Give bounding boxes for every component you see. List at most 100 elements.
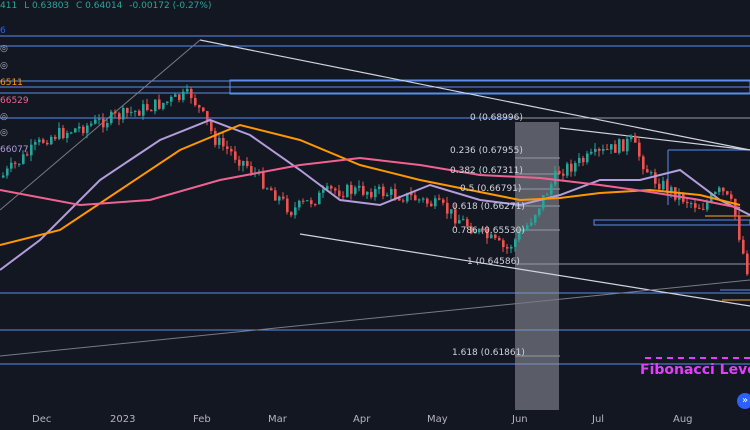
candle xyxy=(490,234,493,239)
candle xyxy=(158,99,161,109)
candle xyxy=(582,157,585,163)
ohlc-readout: 411 L 0.63803 C 0.64014 -0.00172 (-0.27%… xyxy=(0,1,215,11)
candle xyxy=(342,196,345,198)
candle xyxy=(442,199,445,203)
candle xyxy=(334,188,337,191)
candle xyxy=(578,157,581,164)
candle xyxy=(590,151,593,154)
candle xyxy=(438,198,441,200)
resistance-line xyxy=(559,127,750,151)
candle xyxy=(646,169,649,173)
candle xyxy=(382,186,385,197)
candle xyxy=(694,203,697,208)
candle xyxy=(230,148,233,152)
candle xyxy=(130,111,133,113)
candle xyxy=(434,198,437,207)
candle xyxy=(738,216,741,240)
candle xyxy=(134,110,137,112)
fib-label-618: 0.618 (0.66271) xyxy=(452,202,525,212)
candle xyxy=(54,136,57,139)
candle xyxy=(146,104,149,110)
zone-box xyxy=(229,79,750,95)
candle xyxy=(482,228,485,230)
fib-label-1618: 1.618 (0.61861) xyxy=(452,348,525,358)
candle xyxy=(670,187,673,193)
ma-short-line xyxy=(0,118,750,271)
eye-icon[interactable]: ◎ xyxy=(0,61,8,71)
candle xyxy=(102,118,105,128)
candle xyxy=(642,156,645,170)
legend-value-3: 66529 xyxy=(0,96,29,106)
candle xyxy=(26,154,29,156)
x-tick-dec: Dec xyxy=(32,414,52,425)
candle xyxy=(114,111,117,114)
fib-range-shade xyxy=(515,122,559,410)
legend-value-2: 6511 xyxy=(0,78,23,88)
candle xyxy=(86,125,89,134)
candle xyxy=(106,123,109,128)
candle xyxy=(622,139,625,152)
candle xyxy=(526,225,529,231)
candle xyxy=(450,209,453,214)
candle xyxy=(110,111,113,124)
candle xyxy=(742,239,745,254)
candle xyxy=(542,195,545,209)
candle xyxy=(562,173,565,176)
candle xyxy=(262,171,265,189)
candle xyxy=(118,113,121,120)
candle xyxy=(402,200,405,202)
candle xyxy=(362,185,365,195)
candle xyxy=(10,162,13,169)
candle xyxy=(626,138,629,152)
candle xyxy=(98,118,101,120)
candle xyxy=(566,163,569,176)
candle xyxy=(550,184,553,195)
candle xyxy=(218,138,221,145)
candle xyxy=(14,162,17,164)
candle xyxy=(718,187,721,193)
navigate-icon[interactable]: » xyxy=(737,393,750,409)
ma-mid-line xyxy=(0,123,741,246)
candle xyxy=(422,198,425,200)
x-tick-jul: Jul xyxy=(592,414,605,425)
candle xyxy=(42,139,45,143)
candle xyxy=(426,198,429,204)
candle xyxy=(730,194,733,199)
x-tick-jun: Jun xyxy=(512,414,528,425)
candle xyxy=(238,159,241,166)
candle xyxy=(722,187,725,192)
eye-icon[interactable]: ◎ xyxy=(0,44,8,54)
candle xyxy=(462,219,465,221)
candle xyxy=(166,101,169,103)
candle xyxy=(46,142,49,145)
candle xyxy=(314,204,317,206)
candle xyxy=(234,151,237,160)
rising-trendline xyxy=(0,39,201,211)
candle xyxy=(534,214,537,223)
candle xyxy=(66,132,69,139)
candle xyxy=(478,228,481,233)
candle xyxy=(398,198,401,201)
candle xyxy=(38,139,41,143)
candle xyxy=(654,172,657,184)
candle xyxy=(186,88,189,92)
candle xyxy=(34,142,37,145)
fib-label-0: 0 (0.68996) xyxy=(470,113,523,123)
candle xyxy=(686,201,689,204)
candle xyxy=(554,170,557,185)
candle xyxy=(502,240,505,248)
candle xyxy=(346,184,349,197)
candle xyxy=(326,186,329,190)
eye-icon[interactable]: ◎ xyxy=(0,112,8,122)
candle xyxy=(22,154,25,164)
long-trendline xyxy=(0,279,750,357)
candle xyxy=(586,153,589,163)
candle xyxy=(458,220,461,224)
candle xyxy=(602,148,605,151)
candle xyxy=(570,163,573,172)
eye-icon[interactable]: ◎ xyxy=(0,128,8,138)
candle xyxy=(74,128,77,133)
candle xyxy=(214,130,217,145)
candle xyxy=(242,161,245,166)
